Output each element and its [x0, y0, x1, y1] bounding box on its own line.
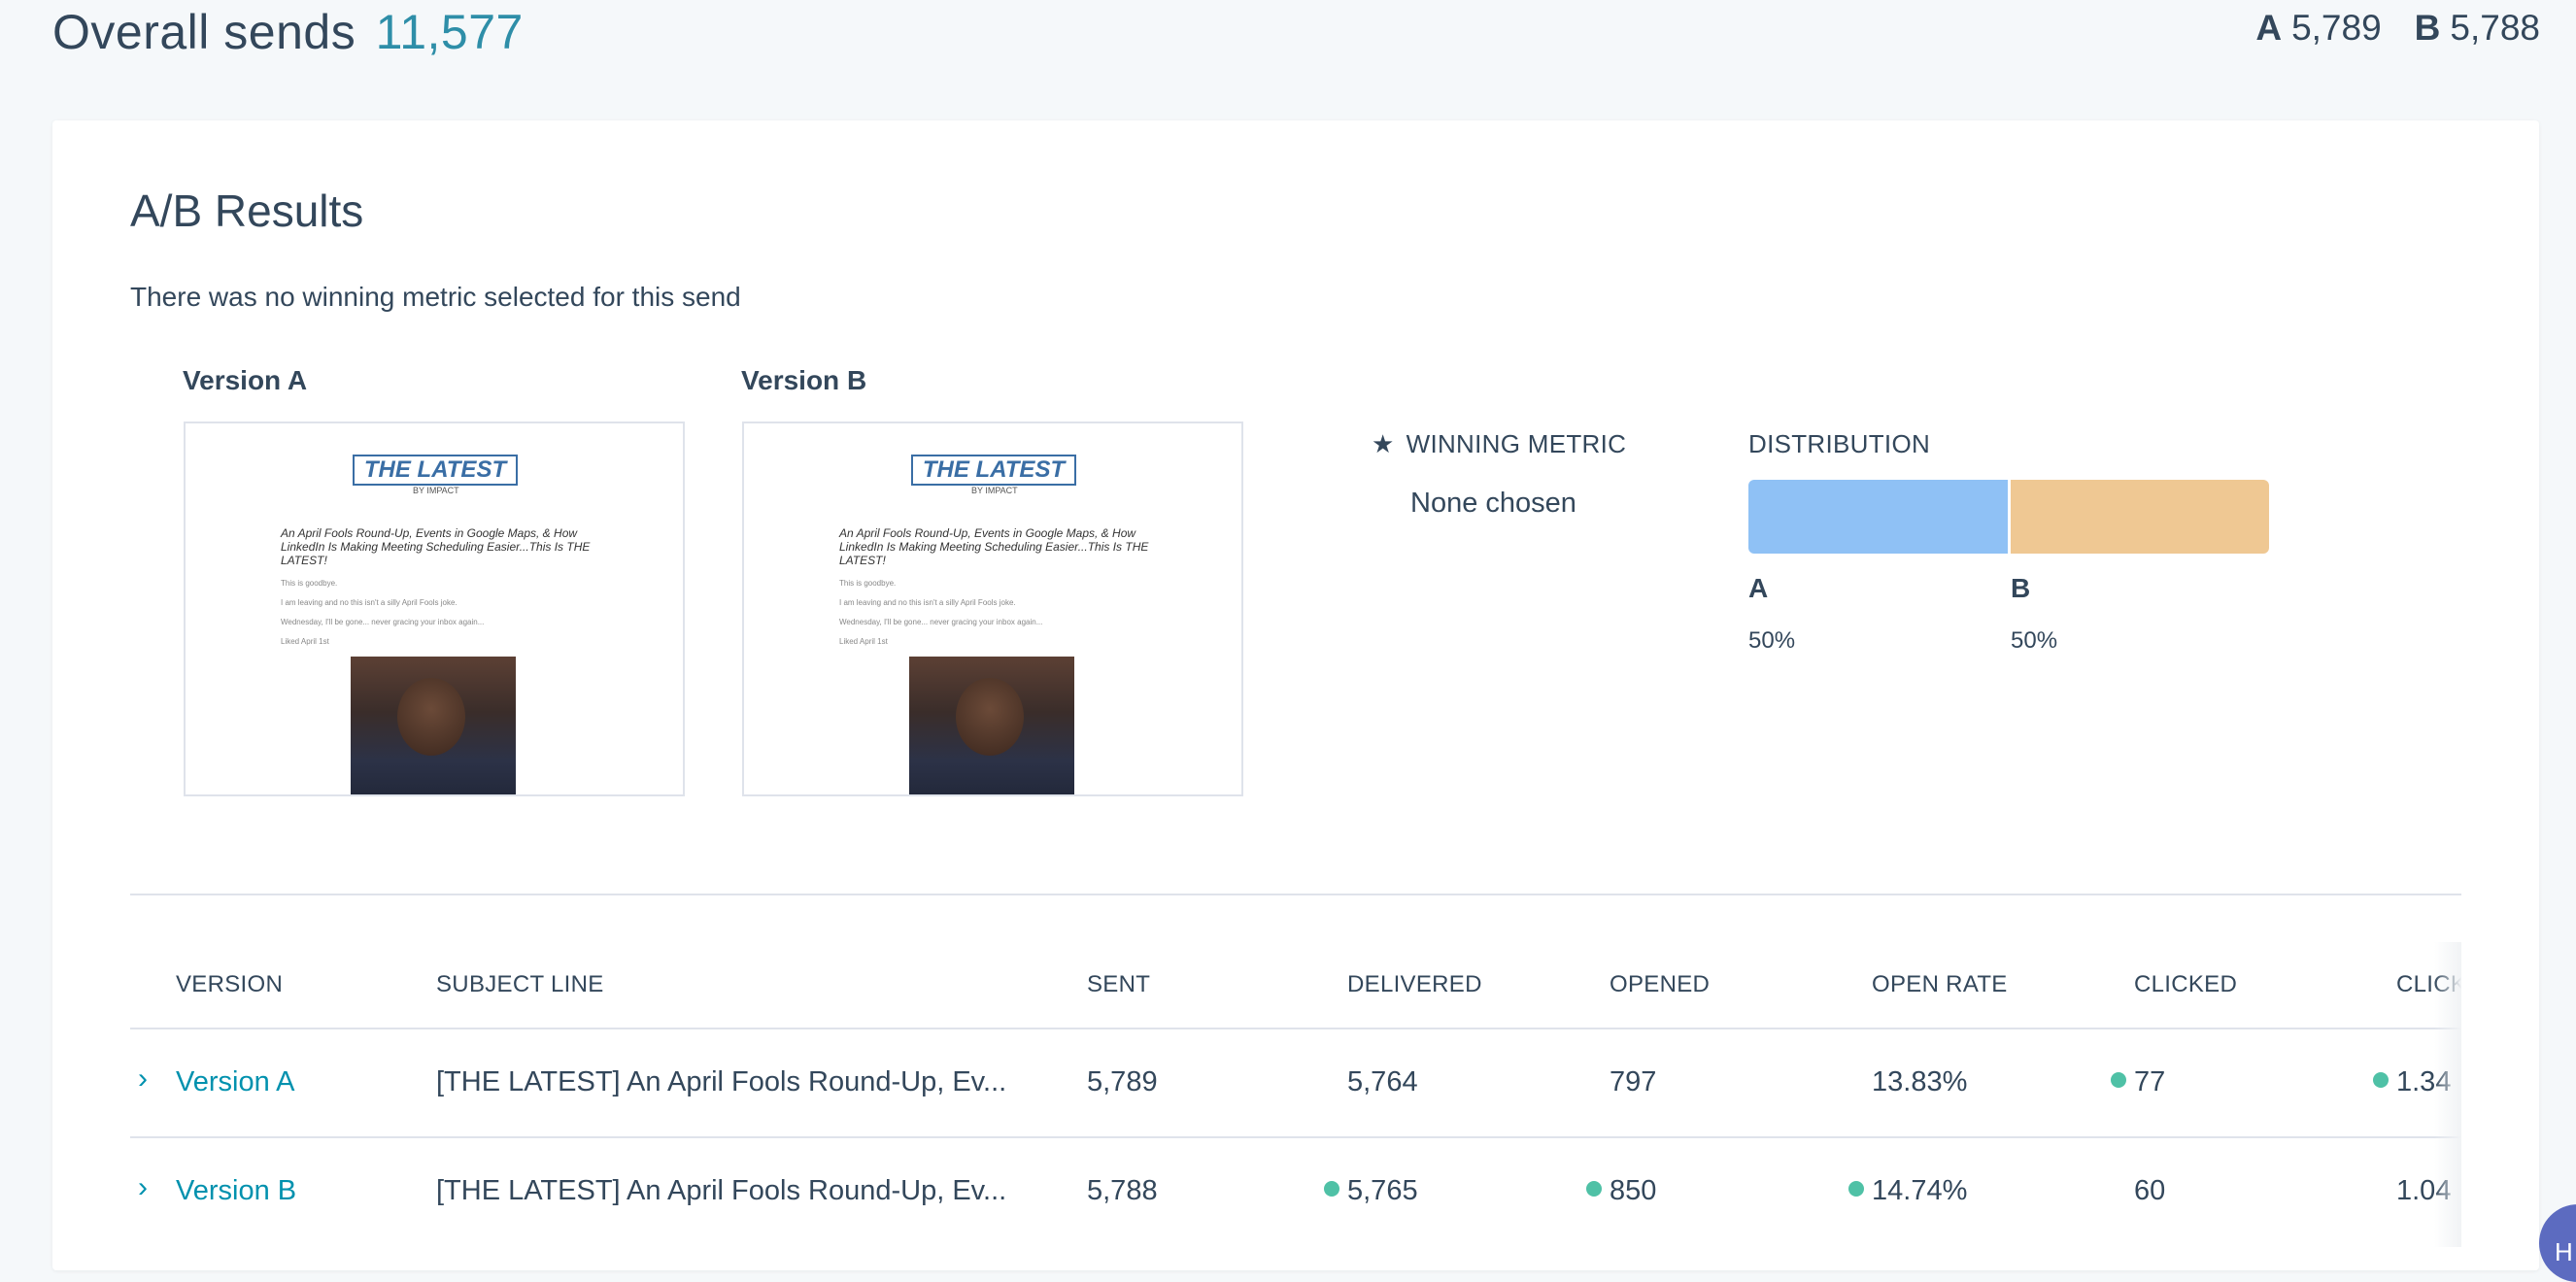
- split-b-label: B: [2414, 8, 2441, 48]
- preview-photo: [351, 657, 516, 794]
- star-icon: ★: [1372, 429, 1395, 458]
- delivered-cell: 5,764: [1347, 1066, 1418, 1097]
- split-b-value: 5,788: [2450, 8, 2540, 48]
- preview-line: Wednesday, I'll be gone... never gracing…: [839, 618, 1043, 626]
- open-rate-cell: 14.74%: [1848, 1175, 1967, 1207]
- winner-dot-icon: [1848, 1181, 1864, 1198]
- version-split: A 5,789 B 5,788: [2255, 8, 2540, 49]
- open-rate-cell: 13.83%: [1872, 1066, 1968, 1097]
- send-summary-bar: Overall sends 11,577 A 5,789 B 5,788: [0, 0, 2576, 97]
- table-header-divider: [130, 1028, 2461, 1029]
- opened-cell: 850: [1586, 1175, 1656, 1207]
- distribution-segment-a: [1748, 480, 2011, 554]
- preview-line: I am leaving and no this isn't a silly A…: [839, 598, 1016, 607]
- clicked-cell: 77: [2111, 1066, 2165, 1098]
- preview-byline: BY IMPACT: [413, 486, 459, 495]
- distribution-a-label: A: [1748, 573, 1769, 603]
- column-header-version[interactable]: VERSION: [176, 971, 284, 997]
- preview-byline: BY IMPACT: [971, 486, 1018, 495]
- overall-sends: Overall sends 11,577: [52, 4, 524, 60]
- table-row: › Version B [THE LATEST] An April Fools …: [130, 1138, 2461, 1247]
- version-b-label: Version B: [741, 365, 867, 395]
- ab-results-card: A/B Results There was no winning metric …: [52, 120, 2539, 1270]
- preview-photo: [909, 657, 1074, 794]
- preview-headline: An April Fools Round-Up, Events in Googl…: [281, 526, 591, 567]
- version-b-link[interactable]: Version B: [176, 1175, 297, 1206]
- split-a-value: 5,789: [2291, 8, 2382, 48]
- version-b-preview[interactable]: THE LATEST BY IMPACT An April Fools Roun…: [742, 422, 1243, 796]
- preview-logo: THE LATEST: [353, 455, 518, 486]
- preview-logo: THE LATEST: [911, 455, 1076, 486]
- preview-line: This is goodbye.: [839, 579, 897, 588]
- subject-line-cell: [THE LATEST] An April Fools Round-Up, Ev…: [436, 1175, 1007, 1206]
- distribution-b-label: B: [2011, 573, 2031, 603]
- preview-line: Wednesday, I'll be gone... never gracing…: [281, 618, 485, 626]
- chevron-right-icon[interactable]: ›: [138, 1063, 148, 1095]
- column-header-open-rate[interactable]: OPEN RATE: [1872, 971, 2008, 997]
- column-header-subject-line[interactable]: SUBJECT LINE: [436, 971, 604, 997]
- distribution-bar: [1748, 480, 2269, 554]
- clicked-cell: 60: [2134, 1175, 2166, 1206]
- delivered-cell: 5,765: [1324, 1175, 1418, 1207]
- distribution-heading: DISTRIBUTION: [1748, 429, 1931, 458]
- distribution-a-percent: 50%: [1748, 627, 1796, 654]
- sent-cell: 5,789: [1087, 1066, 1158, 1097]
- winner-dot-icon: [1324, 1181, 1339, 1198]
- section-divider: [130, 894, 2461, 895]
- column-header-opened[interactable]: OPENED: [1610, 971, 1711, 997]
- help-widget-button[interactable]: H: [2539, 1204, 2576, 1282]
- preview-line: This is goodbye.: [281, 579, 338, 588]
- chevron-right-icon[interactable]: ›: [138, 1171, 148, 1203]
- row-divider: [130, 1136, 2461, 1138]
- overall-sends-label: Overall sends: [52, 5, 356, 59]
- winning-metric-heading: ★ WINNING METRIC: [1372, 429, 1627, 458]
- column-header-delivered[interactable]: DELIVERED: [1347, 971, 1482, 997]
- preview-line: I am leaving and no this isn't a silly A…: [281, 598, 458, 607]
- column-header-clicked[interactable]: CLICKED: [2134, 971, 2238, 997]
- split-a-label: A: [2255, 8, 2283, 48]
- preview-line: Liked April 1st: [281, 637, 329, 646]
- table-row: › Version A [THE LATEST] An April Fools …: [130, 1029, 2461, 1138]
- distribution-b-percent: 50%: [2011, 627, 2058, 654]
- sent-cell: 5,788: [1087, 1175, 1158, 1206]
- preview-headline: An April Fools Round-Up, Events in Googl…: [839, 526, 1149, 567]
- overall-sends-count: 11,577: [375, 5, 524, 59]
- column-header-sent[interactable]: SENT: [1087, 971, 1151, 997]
- ab-results-title: A/B Results: [130, 186, 364, 236]
- winner-dot-icon: [2111, 1072, 2126, 1089]
- winner-dot-icon: [2373, 1072, 2389, 1089]
- winning-metric-value: None chosen: [1410, 488, 1576, 519]
- version-a-preview[interactable]: THE LATEST BY IMPACT An April Fools Roun…: [184, 422, 685, 796]
- table-scroll-fade: [2434, 942, 2461, 1247]
- opened-cell: 797: [1610, 1066, 1657, 1097]
- version-a-label: Version A: [183, 365, 308, 395]
- winner-dot-icon: [1586, 1181, 1602, 1198]
- subject-line-cell: [THE LATEST] An April Fools Round-Up, Ev…: [436, 1066, 1007, 1097]
- distribution-segment-b: [2010, 480, 2269, 554]
- version-a-link[interactable]: Version A: [176, 1066, 295, 1097]
- no-winning-metric-text: There was no winning metric selected for…: [130, 282, 741, 312]
- preview-line: Liked April 1st: [839, 637, 888, 646]
